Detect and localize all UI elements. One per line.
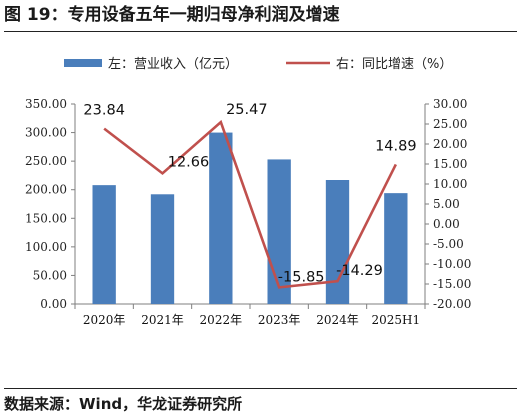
x-tick-label: 2024年 [316,313,359,327]
data-label: 12.66 [168,154,210,170]
x-tick-label: 2022年 [200,313,243,327]
right-tick-label: 25.00 [433,117,467,131]
right-tick-label: 0.00 [433,217,460,231]
bar [209,132,233,304]
right-tick-label: 20.00 [433,137,467,151]
right-tick-label: -20.00 [433,297,471,311]
data-label: -15.85 [278,269,325,285]
left-tick-label: 250.00 [25,154,67,168]
left-tick-label: 0.00 [40,297,67,311]
x-tick-label: 2025H1 [372,313,421,327]
right-axis: -20.00 -15.00 -10.00 -5.00 0.00 5.00 10.00 15.0… [424,97,471,311]
bar [92,185,116,304]
combo-chart: 左：营业收入（亿元） 右：同比增速（%） 0.00 50.00 100.00 150.00… [25,57,471,327]
x-tick-label: 2021年 [141,313,184,327]
left-tick-label: 100.00 [25,240,67,254]
data-label: 25.47 [226,102,268,118]
bar [325,180,350,304]
figure-title: 图 19：专用设备五年一期归母净利润及增速 [4,5,340,25]
bar [150,194,175,304]
bar [384,193,408,304]
legend-bar-swatch [64,59,102,67]
left-tick-label: 50.00 [33,268,67,282]
source-rule [4,388,517,389]
growth-line [103,119,397,289]
line-series [103,119,397,289]
right-tick-label: -5.00 [433,237,464,251]
x-tick-label: 2023年 [258,313,301,327]
right-tick-label: 10.00 [433,177,467,191]
left-tick-label: 200.00 [25,183,67,197]
right-tick-label: -10.00 [433,257,471,271]
left-tick-label: 350.00 [25,97,67,111]
right-tick-label: 30.00 [433,97,467,111]
legend-bar-label: 左：营业收入（亿元） [108,57,238,72]
title-rule [4,31,517,32]
x-axis: 2020年 2021年 2022年 2023年 2024年 2025H1 [74,303,426,327]
left-tick-label: 300.00 [25,126,67,140]
right-tick-label: 5.00 [433,197,460,211]
data-label: -14.29 [336,263,383,279]
data-label: 14.89 [375,138,417,154]
left-tick-label: 150.00 [25,211,67,225]
data-labels: 23.84 12.66 25.47 -15.85 -14.29 14.89 [83,102,416,285]
x-tick-label: 2020年 [83,313,126,327]
legend: 左：营业收入（亿元） 右：同比增速（%） [64,57,452,72]
right-tick-label: 15.00 [433,157,467,171]
left-axis: 0.00 50.00 100.00 150.00 200.00 250.00 300.00 3… [25,97,76,311]
legend-line-label: 右：同比增速（%） [336,57,452,72]
data-label: 23.84 [83,103,125,119]
figure-source: 数据来源：Wind，华龙证券研究所 [4,395,243,413]
right-tick-label: -15.00 [433,277,471,291]
